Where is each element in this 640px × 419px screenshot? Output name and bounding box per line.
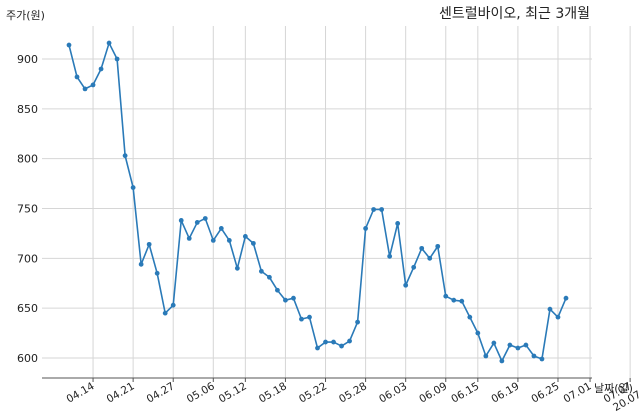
- data-point: [122, 153, 128, 159]
- x-tick-label: 06.25: [529, 380, 561, 405]
- chart-title: 센트럴바이오, 최근 3개월: [439, 6, 590, 22]
- data-point: [355, 319, 360, 325]
- x-tick-label: 06.19: [489, 380, 521, 405]
- data-point: [451, 297, 457, 303]
- data-point: [186, 236, 192, 241]
- data-point: [531, 353, 537, 359]
- data-point: [130, 185, 136, 190]
- data-point: [371, 207, 377, 212]
- data-point: [443, 293, 449, 299]
- x-tick-label: 05.18: [257, 380, 289, 405]
- data-point: [234, 265, 240, 271]
- x-tick-label: 04.27: [145, 380, 177, 405]
- data-point: [403, 282, 409, 288]
- y-tick-label: 650: [17, 302, 38, 315]
- x-tick-label: 05.28: [337, 380, 369, 405]
- data-point: [106, 40, 112, 46]
- data-point: [307, 314, 312, 320]
- data-point: [291, 295, 296, 301]
- x-tick-label: 04.14: [65, 380, 97, 406]
- data-point: [467, 314, 473, 320]
- data-point: [491, 340, 497, 346]
- data-point: [210, 237, 216, 243]
- data-point: [170, 302, 176, 308]
- data-point: [379, 207, 385, 212]
- data-point: [299, 316, 304, 322]
- y-tick-label: 700: [17, 252, 38, 265]
- x-tick-label: 06.15: [449, 380, 481, 405]
- x-axis-label: 날짜(일): [594, 381, 633, 395]
- data-point: [387, 253, 393, 259]
- data-point: [459, 298, 465, 304]
- x-tick-label: 04.21: [105, 380, 137, 405]
- data-point: [323, 339, 328, 345]
- data-point: [162, 310, 168, 316]
- y-tick-label: 850: [17, 103, 38, 116]
- data-point: [66, 42, 72, 48]
- data-point: [218, 226, 224, 231]
- y-tick-label: 800: [17, 153, 38, 166]
- data-point: [114, 56, 120, 62]
- data-point: [146, 241, 152, 247]
- data-point: [515, 345, 521, 351]
- axes: [42, 377, 631, 382]
- data-point: [483, 353, 489, 359]
- data-point: [138, 261, 144, 267]
- y-tick-label: 900: [17, 53, 38, 66]
- data-point: [98, 66, 104, 72]
- data-point: [475, 330, 481, 336]
- data-point: [154, 270, 160, 276]
- price-series: [66, 40, 569, 364]
- x-tick-label: 05.06: [185, 380, 217, 406]
- y-axis-label: 주가(원): [6, 9, 45, 22]
- grid-lines: [42, 26, 631, 378]
- y-tick-label: 750: [17, 203, 38, 216]
- data-point: [523, 342, 529, 348]
- data-point: [435, 243, 441, 249]
- data-point: [555, 314, 561, 320]
- data-point: [82, 86, 88, 92]
- x-tick-label: 07.01: [562, 380, 594, 405]
- data-point: [283, 297, 288, 303]
- data-point: [267, 274, 272, 280]
- data-point: [315, 345, 320, 351]
- data-point: [563, 295, 569, 301]
- data-point: [507, 342, 513, 348]
- data-point: [90, 82, 96, 88]
- data-point: [202, 216, 208, 221]
- data-point: [339, 343, 344, 349]
- data-point: [242, 234, 248, 239]
- x-tick-label: 05.22: [297, 380, 329, 405]
- data-point: [74, 74, 80, 80]
- data-point: [194, 220, 200, 225]
- data-point: [226, 237, 232, 243]
- data-point: [539, 356, 545, 362]
- x-tick-label: 06.03: [377, 380, 409, 405]
- data-point: [275, 287, 280, 293]
- x-tick-label: 05.12: [217, 380, 249, 405]
- data-point: [419, 245, 425, 251]
- data-point: [178, 218, 184, 223]
- x-tick-label: 06.09: [417, 380, 449, 405]
- data-point: [547, 306, 553, 312]
- data-point: [331, 339, 336, 345]
- y-tick-labels: 600 650 700 750 800 850 900: [17, 53, 38, 365]
- series-line: [68, 42, 567, 362]
- data-point: [411, 264, 417, 270]
- data-point: [499, 358, 505, 364]
- x-tick-labels: 04.14 04.21 04.27 05.06 05.12 05.18 05.22 05.28…: [65, 380, 640, 414]
- data-point: [363, 226, 368, 231]
- data-point: [250, 240, 256, 246]
- data-point: [258, 268, 264, 274]
- data-point: [427, 255, 433, 261]
- data-point: [395, 221, 401, 226]
- data-point: [347, 338, 352, 344]
- y-tick-label: 600: [17, 352, 38, 365]
